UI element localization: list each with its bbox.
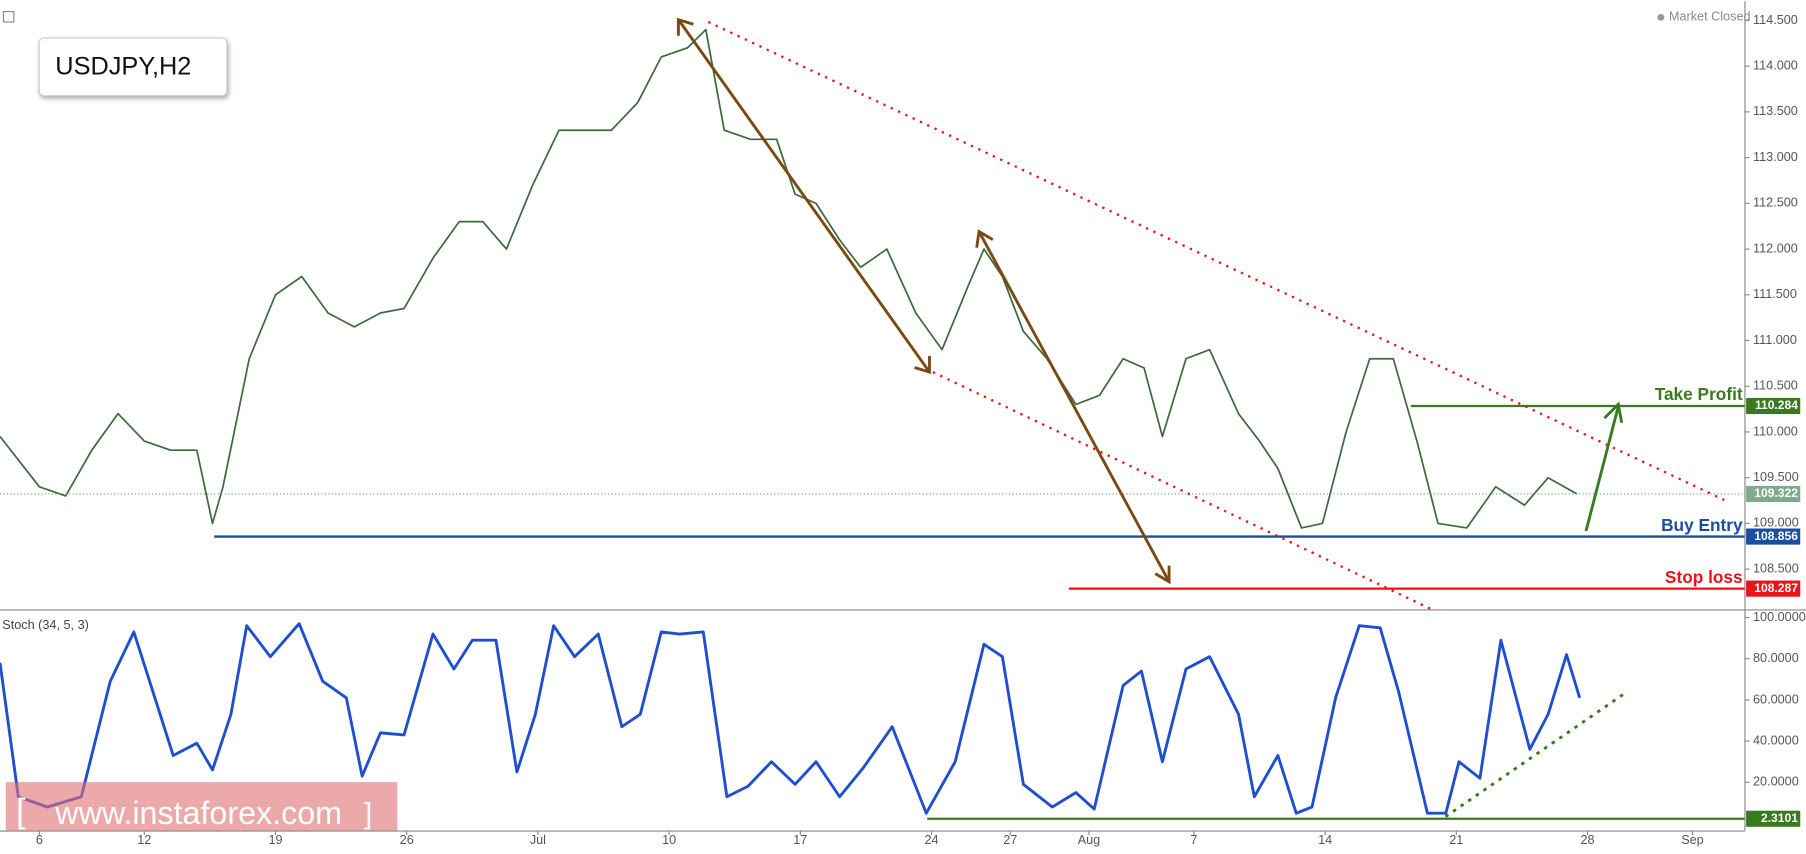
arrow-head	[676, 17, 694, 36]
x-tick-label: 24	[924, 833, 938, 847]
x-tick-label: 21	[1449, 833, 1463, 847]
level-tag-label: 108.856	[1754, 529, 1798, 543]
x-tick-label: 17	[793, 833, 807, 847]
annotations	[676, 17, 1725, 818]
y-tick-label: 109.500	[1753, 470, 1799, 484]
trend-line	[707, 20, 1725, 501]
symbol-title: USDJPY,H2	[55, 53, 191, 81]
series-line	[0, 622, 1582, 815]
level-label: Buy Entry	[1661, 515, 1743, 535]
level-label: Take Profit	[1655, 384, 1743, 404]
indicator-title: Stoch (34, 5, 3)	[2, 618, 89, 632]
level-tag	[1746, 580, 1801, 597]
x-tick-label: Aug	[1078, 833, 1101, 847]
y-tick-label: 110.500	[1753, 379, 1798, 393]
y-tick-label: 108.500	[1753, 561, 1799, 575]
symbol-box-bg	[38, 37, 228, 97]
x-tick-label: Sep	[1681, 833, 1704, 847]
level-tag	[1746, 810, 1801, 827]
x-tick-label: 14	[1318, 833, 1332, 847]
trend-line	[932, 371, 1433, 611]
level-tag	[1746, 397, 1801, 415]
x-tick-label: 6	[36, 833, 43, 847]
level-tag-label: 108.287	[1754, 581, 1798, 595]
y-tick-label: 80.0000	[1753, 651, 1799, 665]
watermark: [ www.instaforex.com ]	[5, 782, 398, 831]
x-tick-label: 12	[137, 833, 151, 847]
collapse-button[interactable]	[2, 11, 15, 23]
status-dot	[1657, 13, 1665, 21]
y-tick-label: 111.000	[1753, 333, 1797, 347]
y-tick-label: 114.000	[1753, 58, 1798, 72]
arrow	[677, 18, 931, 373]
level-tag-label: 2.3101	[1761, 811, 1798, 825]
x-tick-label: 19	[268, 833, 282, 847]
x-tick-label: 7	[1190, 833, 1197, 847]
y-tick-label: 110.000	[1753, 424, 1798, 438]
y-tick-label: 112.000	[1753, 241, 1798, 255]
watermark-bracket: [	[16, 792, 26, 830]
y-tick-label: 109.000	[1753, 516, 1799, 530]
arrow	[977, 230, 1171, 583]
level-tag	[1746, 528, 1801, 545]
arrow-head	[1603, 401, 1624, 424]
x-tick-label: 27	[1003, 833, 1017, 847]
arrow-head	[975, 229, 994, 248]
arrow	[1584, 406, 1620, 532]
x-tick-label: 26	[400, 833, 414, 847]
y-tick-label: 113.500	[1753, 104, 1798, 118]
arrow-head	[1154, 565, 1171, 585]
y-tick-label: 113.000	[1753, 150, 1798, 164]
level-label: Stop loss	[1665, 567, 1743, 587]
arrow-head	[914, 355, 931, 375]
y-tick-label: 60.0000	[1753, 692, 1799, 706]
market-status: Market Closed	[1669, 10, 1751, 24]
current-price-tag	[1746, 485, 1801, 503]
current-price-tag-label: 109.322	[1754, 486, 1798, 500]
y-tick-label: 40.0000	[1753, 733, 1799, 747]
y-tick-label: 112.500	[1753, 196, 1798, 210]
x-tick-label: 28	[1580, 833, 1594, 847]
watermark-bg	[5, 782, 398, 831]
watermark-bracket: ]	[364, 797, 372, 830]
x-tick-label: 10	[662, 833, 676, 847]
y-tick-label: 114.500	[1753, 13, 1798, 27]
y-tick-label: 100.0000	[1753, 610, 1806, 624]
y-tick-label: 111.500	[1753, 287, 1797, 301]
level-tag-label: 110.284	[1755, 398, 1798, 412]
symbol-box: USDJPY,H2	[38, 37, 228, 97]
x-tick-label: Jul	[530, 833, 546, 847]
watermark-text: www.instaforex.com	[54, 795, 342, 831]
y-tick-label: 20.0000	[1753, 775, 1799, 789]
